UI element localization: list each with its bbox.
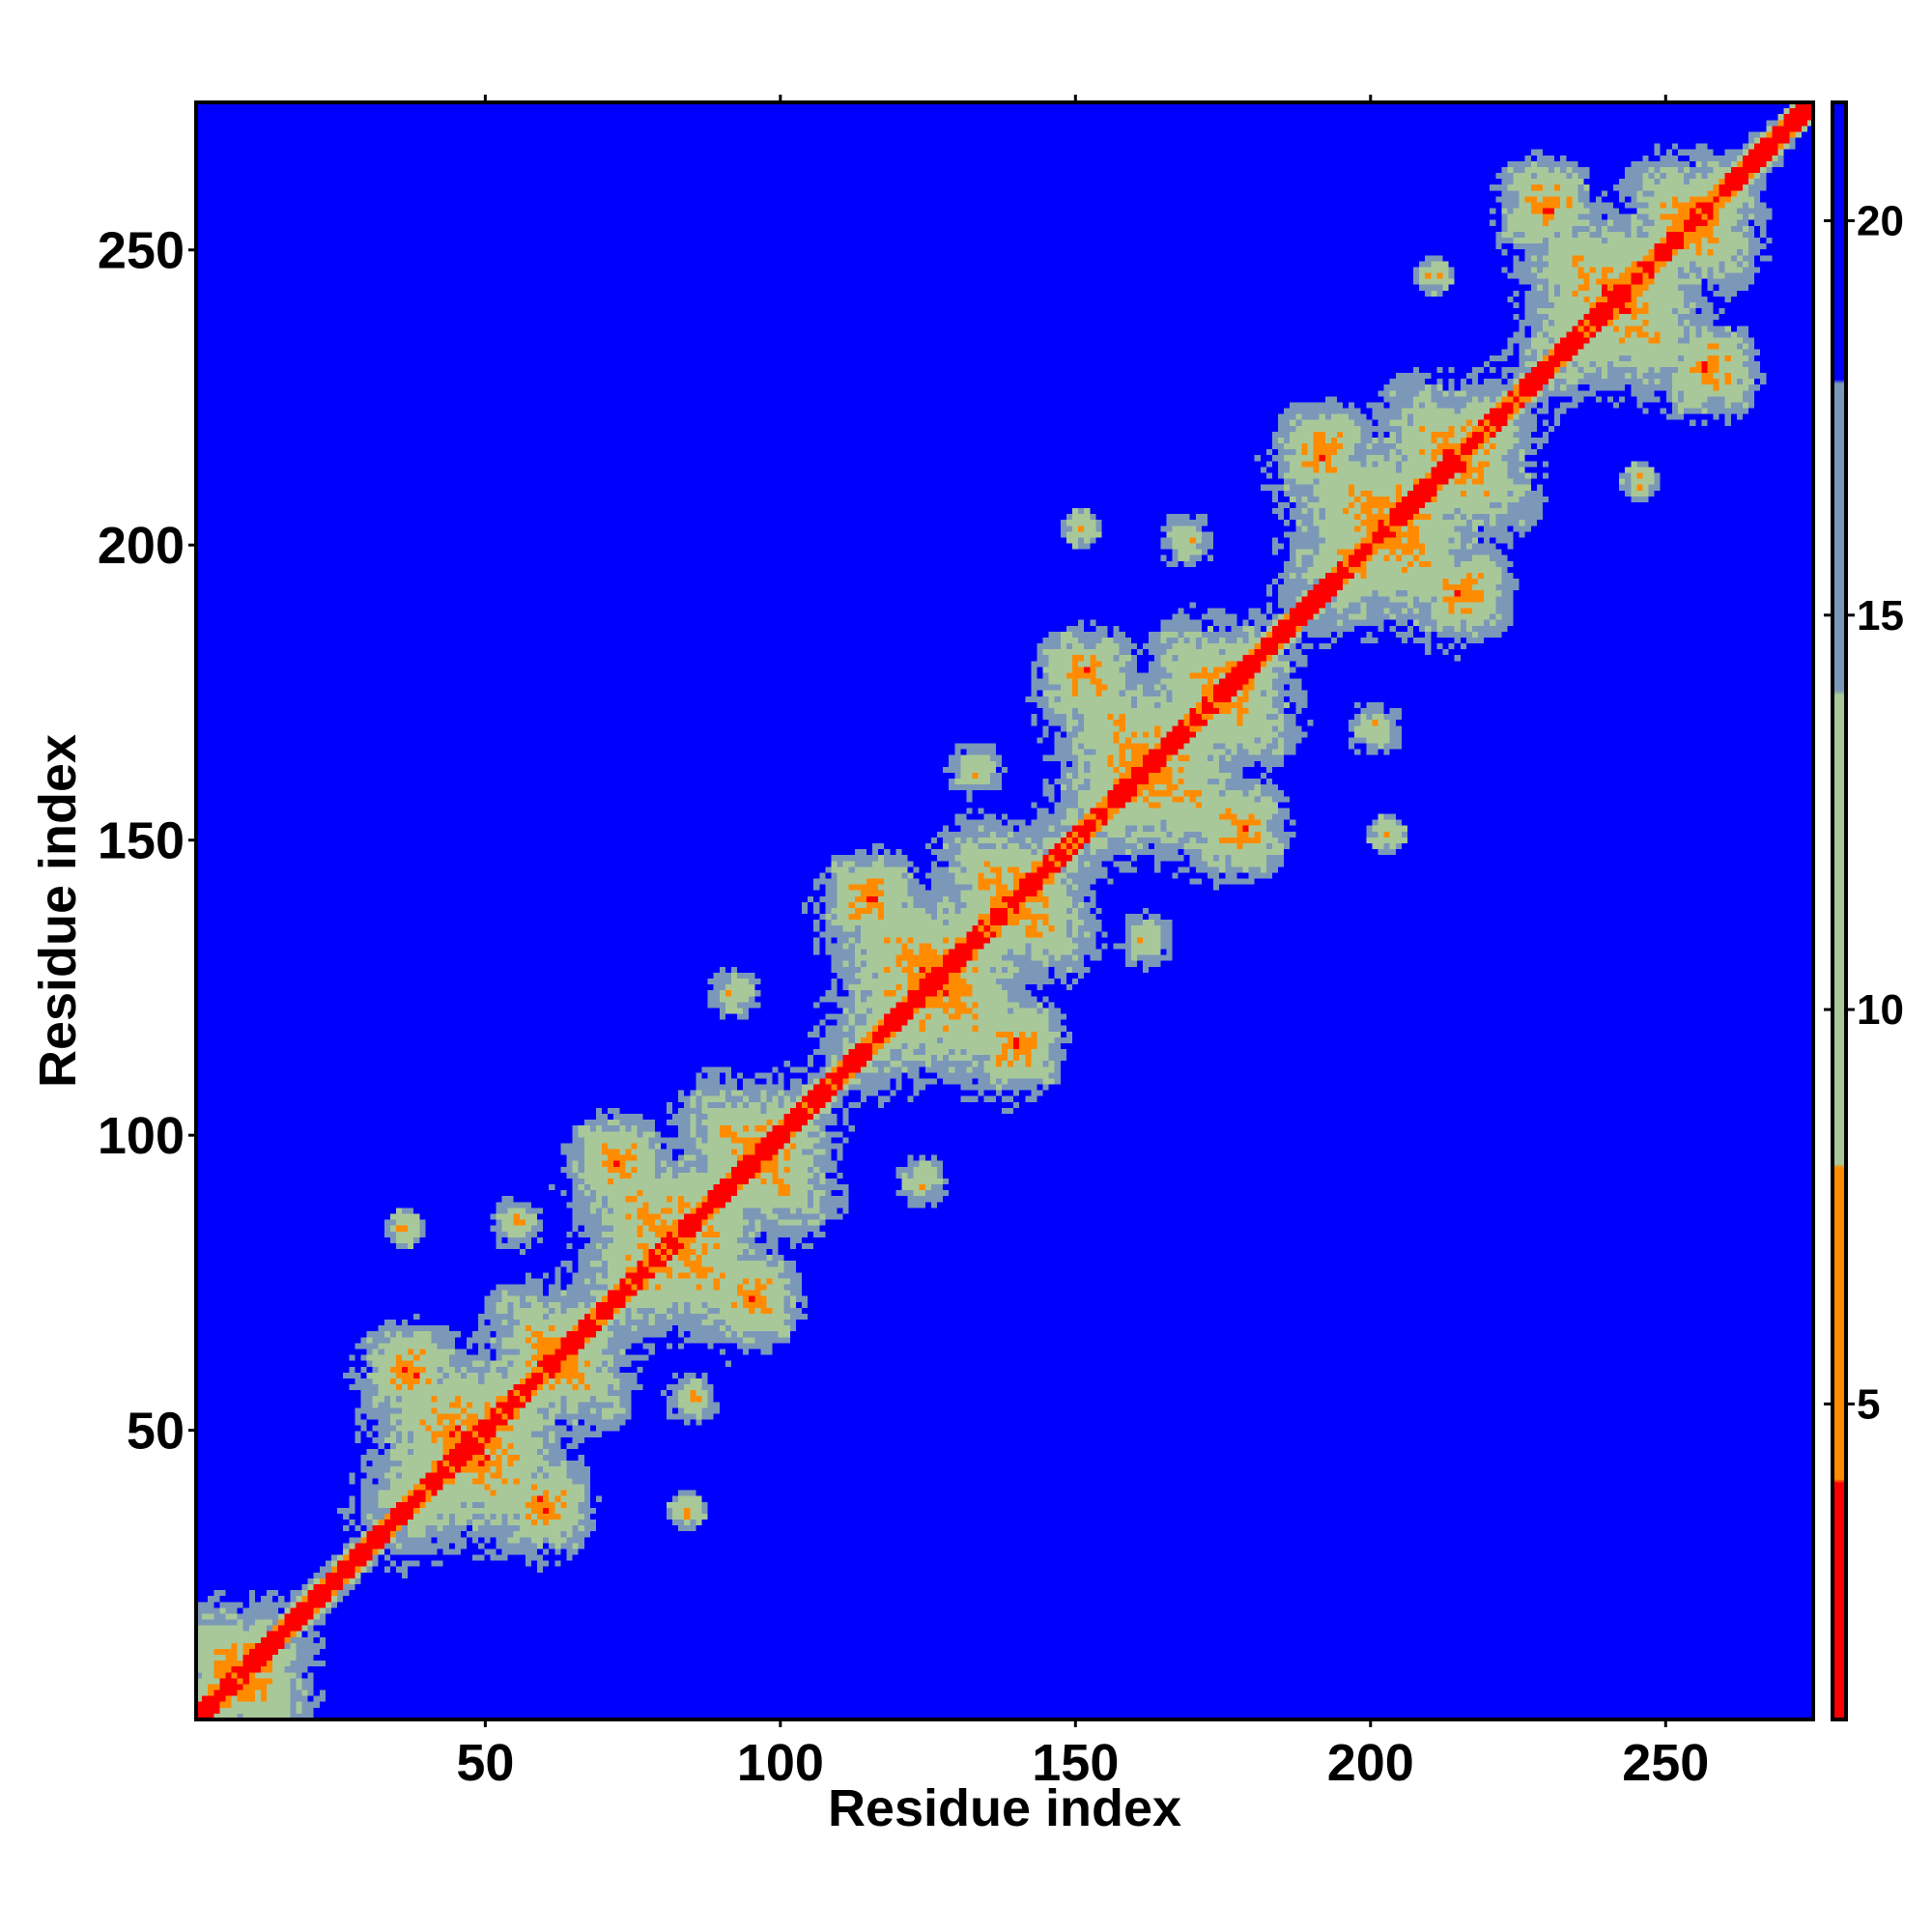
x-tick-label: 200 xyxy=(1327,1734,1414,1792)
colorbar-tick-label: 15 xyxy=(1857,592,1904,639)
x-tick-label: 50 xyxy=(456,1734,514,1792)
y-tick-label: 100 xyxy=(98,1107,185,1165)
colorbar xyxy=(1833,102,1846,1719)
y-axis-title: Residue index xyxy=(29,734,87,1088)
y-tick-label: 250 xyxy=(98,222,185,280)
y-axis-ticks: 50 100 150 200 250 xyxy=(98,222,196,1461)
y-tick-label: 150 xyxy=(98,812,185,870)
y-tick-label: 200 xyxy=(98,517,185,575)
heatmap-plot-area xyxy=(196,102,1813,1719)
x-axis-title: Residue index xyxy=(828,1779,1181,1837)
y-tick-label: 50 xyxy=(127,1403,185,1461)
colorbar-tick-label: 5 xyxy=(1857,1380,1880,1428)
colorbar-ticks: 5 10 15 20 xyxy=(1824,197,1904,1428)
x-tick-label: 150 xyxy=(1032,1734,1119,1792)
colorbar-tick-label: 10 xyxy=(1857,986,1904,1034)
colorbar-tick-label: 20 xyxy=(1857,197,1904,244)
plot-frame xyxy=(194,100,1815,1721)
x-axis-ticks: 50 100 150 200 250 xyxy=(456,95,1709,1792)
colorbar-frame xyxy=(1831,100,1848,1721)
x-tick-label: 250 xyxy=(1622,1734,1709,1792)
x-tick-label: 100 xyxy=(737,1734,824,1792)
